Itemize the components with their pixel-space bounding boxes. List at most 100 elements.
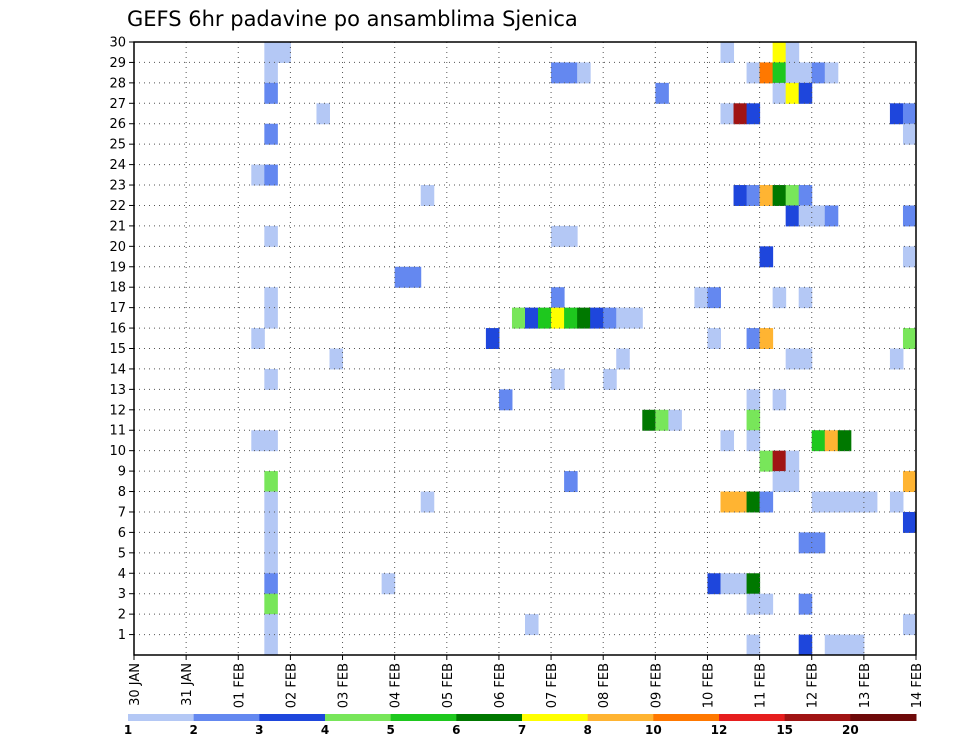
heatmap-cell bbox=[564, 307, 578, 329]
heatmap-cell bbox=[316, 103, 330, 125]
heatmap-cell bbox=[720, 103, 735, 125]
y-tick-label: 27 bbox=[109, 97, 126, 112]
heatmap-cell bbox=[629, 307, 643, 329]
heatmap-cell bbox=[785, 82, 800, 104]
y-tick-label: 14 bbox=[109, 362, 126, 377]
x-tick-label: 03 FEB bbox=[337, 663, 352, 708]
heatmap-cell bbox=[642, 409, 656, 431]
heatmap-cell bbox=[798, 532, 813, 554]
colorbar-segment bbox=[325, 714, 392, 721]
heatmap-cell bbox=[746, 409, 761, 431]
heatmap-cell bbox=[394, 266, 409, 288]
heatmap-cell bbox=[720, 491, 735, 513]
heatmap-cell bbox=[264, 82, 278, 104]
heatmap-cell bbox=[277, 42, 291, 63]
heatmap-cell bbox=[759, 450, 774, 472]
colorbar-segment bbox=[587, 714, 654, 721]
heatmap-cell bbox=[590, 307, 604, 329]
heatmap-cell bbox=[824, 62, 839, 84]
y-tick-label: 24 bbox=[109, 158, 126, 173]
heatmap-cell bbox=[264, 430, 278, 452]
y-tick-label: 2 bbox=[118, 608, 126, 623]
heatmap-cell bbox=[707, 287, 721, 309]
x-tick-label: 11 FEB bbox=[754, 663, 769, 708]
heatmap-cell bbox=[772, 62, 787, 84]
heatmap-cell bbox=[264, 307, 278, 329]
heatmap-cell bbox=[538, 307, 552, 329]
heatmap-cell bbox=[798, 287, 813, 309]
colorbar-label: 8 bbox=[583, 723, 591, 737]
heatmap-cell bbox=[772, 471, 787, 493]
heatmap-cell bbox=[264, 593, 278, 615]
heatmap-cell bbox=[551, 62, 565, 84]
y-tick-label: 1 bbox=[118, 628, 126, 643]
x-tick-label: 13 FEB bbox=[858, 663, 873, 708]
y-tick-label: 9 bbox=[118, 465, 126, 480]
heatmap-cell bbox=[251, 164, 265, 186]
heatmap-cell bbox=[902, 123, 917, 145]
heatmap-cell bbox=[850, 491, 865, 513]
heatmap-cell bbox=[251, 328, 265, 349]
colorbar-segment bbox=[653, 714, 720, 721]
heatmap-cell bbox=[746, 491, 761, 513]
heatmap-cell bbox=[746, 430, 761, 452]
heatmap-cell bbox=[733, 491, 748, 513]
heatmap-cell bbox=[746, 328, 761, 349]
heatmap-cell bbox=[616, 307, 630, 329]
heatmap-cell bbox=[511, 307, 526, 329]
colorbar-segment bbox=[193, 714, 260, 721]
heatmap-cell bbox=[798, 593, 813, 615]
heatmap-cell bbox=[772, 185, 787, 206]
heatmap-cell bbox=[902, 471, 917, 493]
heatmap-cell bbox=[264, 123, 278, 145]
heatmap-cell bbox=[577, 307, 591, 329]
y-tick-label: 10 bbox=[109, 444, 126, 459]
heatmap-cell bbox=[889, 348, 904, 370]
heatmap-cell bbox=[902, 511, 917, 533]
heatmap-cell bbox=[694, 287, 708, 309]
heatmap-cell bbox=[902, 328, 917, 349]
heatmap-cell bbox=[785, 62, 800, 84]
colorbar-segment bbox=[522, 714, 589, 721]
heatmap-cell bbox=[889, 491, 904, 513]
y-tick-label: 28 bbox=[109, 76, 126, 91]
heatmap-cell bbox=[264, 368, 278, 390]
y-tick-label: 23 bbox=[109, 179, 126, 194]
heatmap-cell bbox=[772, 82, 787, 104]
heatmap-cell bbox=[902, 103, 917, 125]
heatmap-cell bbox=[798, 62, 813, 84]
heatmap-cell bbox=[772, 450, 787, 472]
colorbar-segment bbox=[456, 714, 523, 721]
heatmap-cell bbox=[798, 82, 813, 104]
colorbar-label: 1 bbox=[124, 723, 132, 737]
heatmap-cell bbox=[733, 103, 748, 125]
grid-lines bbox=[134, 42, 916, 655]
heatmap-cell bbox=[733, 185, 748, 206]
heatmap-cell bbox=[668, 409, 682, 431]
heatmap-cell bbox=[785, 348, 800, 370]
heatmap-cell bbox=[264, 511, 278, 533]
heatmap-cell bbox=[720, 430, 735, 452]
heatmap-cell bbox=[264, 614, 278, 636]
y-tick-label: 15 bbox=[109, 342, 126, 357]
colorbar-segment bbox=[719, 714, 786, 721]
heatmap-cell bbox=[746, 573, 761, 595]
heatmap-cell bbox=[902, 614, 917, 636]
heatmap-cell bbox=[264, 225, 278, 247]
heatmap-cell bbox=[420, 185, 435, 206]
heatmap-cell bbox=[264, 634, 278, 656]
y-tick-label: 12 bbox=[109, 403, 126, 418]
heatmap-cell bbox=[420, 491, 435, 513]
colorbar-segment bbox=[128, 714, 195, 721]
heatmap-cell bbox=[655, 409, 669, 431]
x-tick-label: 08 FEB bbox=[597, 663, 612, 708]
colorbar-segment bbox=[259, 714, 326, 721]
heatmap-cell bbox=[772, 287, 787, 309]
heatmap-cell bbox=[746, 185, 761, 206]
x-tick-label: 05 FEB bbox=[441, 663, 456, 708]
y-tick-label: 25 bbox=[109, 138, 126, 153]
heatmap-cell bbox=[720, 42, 735, 63]
heatmap-cell bbox=[407, 266, 422, 288]
heatmap-cell bbox=[264, 42, 278, 63]
x-tick-label: 12 FEB bbox=[806, 663, 821, 708]
